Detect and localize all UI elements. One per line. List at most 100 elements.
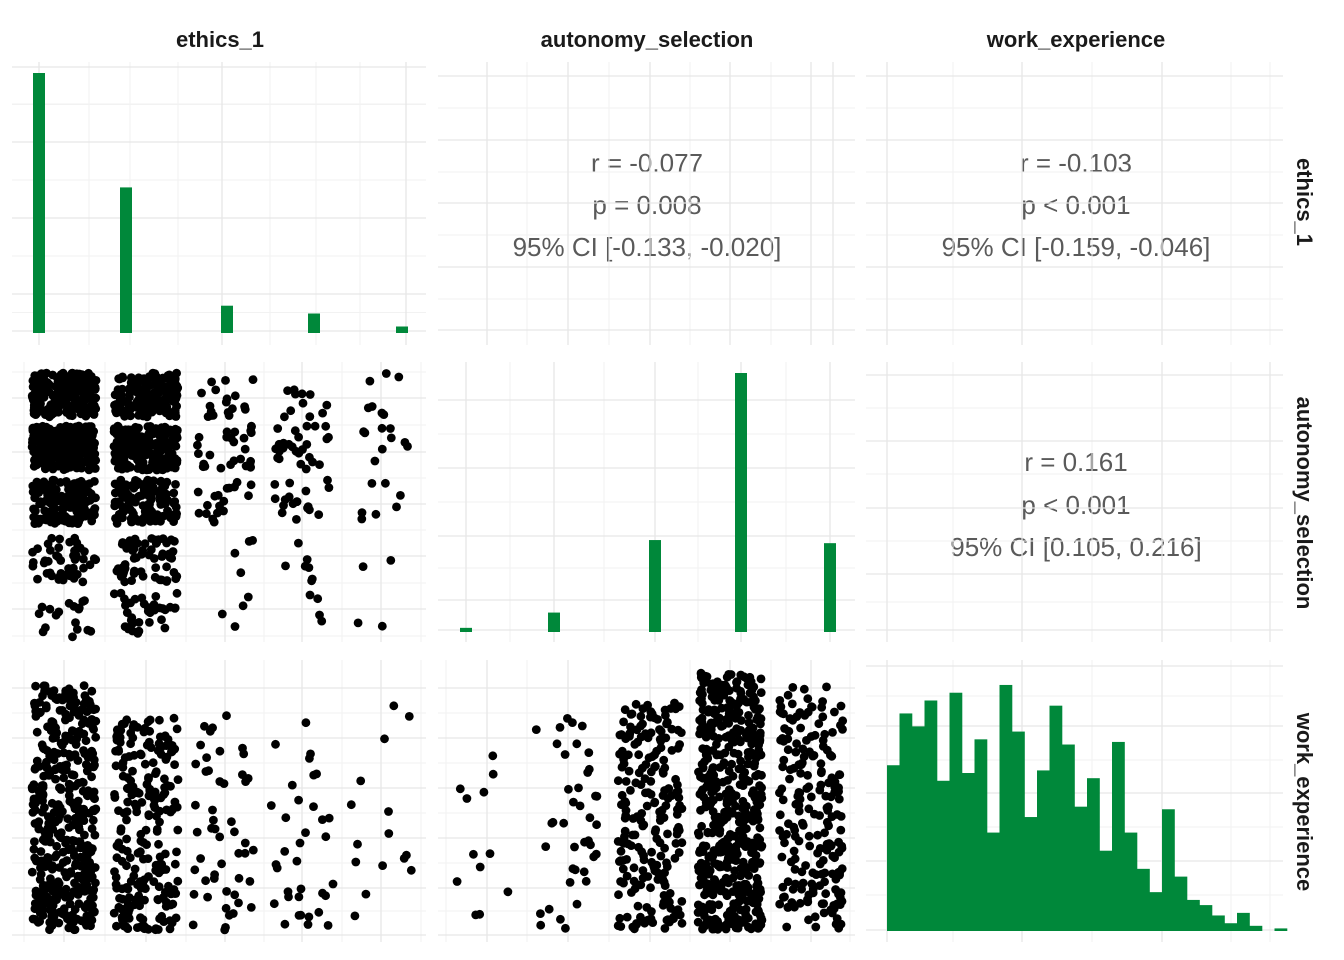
data-point — [560, 750, 570, 759]
data-point — [346, 800, 356, 810]
data-point — [91, 393, 101, 403]
data-point — [790, 865, 800, 874]
data-point — [34, 817, 44, 827]
data-point — [34, 609, 44, 619]
data-point — [194, 449, 203, 458]
data-point — [744, 711, 753, 720]
data-point — [378, 861, 387, 870]
data-point — [222, 483, 232, 493]
data-point — [627, 709, 637, 719]
data-point — [756, 789, 766, 799]
data-point — [72, 625, 82, 634]
data-point — [671, 906, 680, 916]
data-point — [152, 439, 161, 448]
data-point — [71, 740, 81, 749]
data-point — [156, 793, 166, 803]
data-point — [353, 618, 363, 628]
data-point — [240, 838, 250, 848]
data-point — [47, 496, 57, 506]
data-point — [652, 834, 662, 843]
data-point — [224, 910, 234, 920]
data-point — [129, 871, 139, 881]
histogram-bin — [1149, 892, 1163, 931]
data-point — [695, 789, 705, 799]
data-point — [788, 884, 798, 894]
data-point — [695, 848, 704, 857]
data-point — [74, 811, 84, 821]
data-point — [145, 715, 155, 725]
data-point — [155, 852, 165, 862]
data-point — [69, 574, 79, 583]
data-point — [634, 750, 644, 760]
data-point — [312, 769, 321, 779]
panel-work-experience-vs-ethics-scatter — [12, 660, 426, 942]
data-point — [755, 728, 765, 738]
data-point — [471, 910, 481, 920]
data-point — [328, 879, 338, 889]
data-point — [31, 450, 41, 459]
data-point — [51, 774, 60, 784]
data-point — [162, 477, 172, 487]
data-point — [87, 715, 97, 724]
data-point — [114, 745, 123, 755]
data-point — [114, 374, 124, 383]
data-point — [741, 807, 750, 817]
data-point — [196, 740, 206, 750]
data-point — [394, 372, 404, 382]
data-point — [292, 515, 301, 524]
data-point — [657, 805, 667, 815]
data-point — [66, 868, 76, 878]
data-point — [377, 621, 387, 631]
data-point — [452, 877, 462, 886]
data-point — [749, 805, 759, 815]
data-point — [78, 778, 88, 787]
data-point — [69, 479, 79, 488]
data-point — [367, 479, 377, 488]
data-point — [40, 827, 50, 837]
data-point — [90, 830, 100, 840]
data-point — [636, 816, 646, 825]
data-point — [68, 910, 77, 920]
data-point — [140, 923, 150, 932]
data-point — [673, 786, 683, 796]
data-point — [157, 575, 167, 585]
data-point — [655, 725, 664, 734]
data-point — [749, 864, 759, 873]
data-point — [740, 865, 749, 874]
data-point — [814, 719, 824, 729]
data-point — [228, 404, 237, 414]
data-point — [384, 829, 394, 838]
data-point — [36, 863, 45, 873]
data-point — [188, 920, 198, 930]
data-point — [81, 903, 90, 913]
data-point — [127, 576, 136, 585]
data-point — [229, 456, 239, 466]
data-point — [630, 740, 640, 749]
data-point — [155, 817, 164, 827]
data-point — [222, 711, 231, 721]
data-point — [234, 873, 244, 883]
data-point — [790, 902, 799, 912]
data-point — [169, 713, 179, 723]
data-point — [87, 686, 97, 696]
data-point — [31, 886, 41, 896]
data-point — [830, 707, 839, 717]
data-point — [615, 730, 625, 740]
data-point — [138, 915, 148, 924]
data-point — [58, 380, 68, 389]
data-point — [36, 399, 45, 409]
data-point — [91, 704, 100, 714]
data-point — [155, 715, 164, 725]
data-point — [128, 496, 138, 506]
data-point — [783, 903, 793, 912]
data-point — [57, 443, 66, 453]
data-point — [173, 825, 183, 835]
data-point — [798, 744, 808, 754]
correlation-r-label: r = -0.077 — [591, 148, 703, 178]
data-point — [139, 398, 149, 407]
data-point — [406, 865, 416, 875]
data-point — [81, 736, 91, 746]
data-point — [63, 514, 73, 524]
data-point — [219, 506, 228, 516]
data-point — [636, 711, 646, 721]
